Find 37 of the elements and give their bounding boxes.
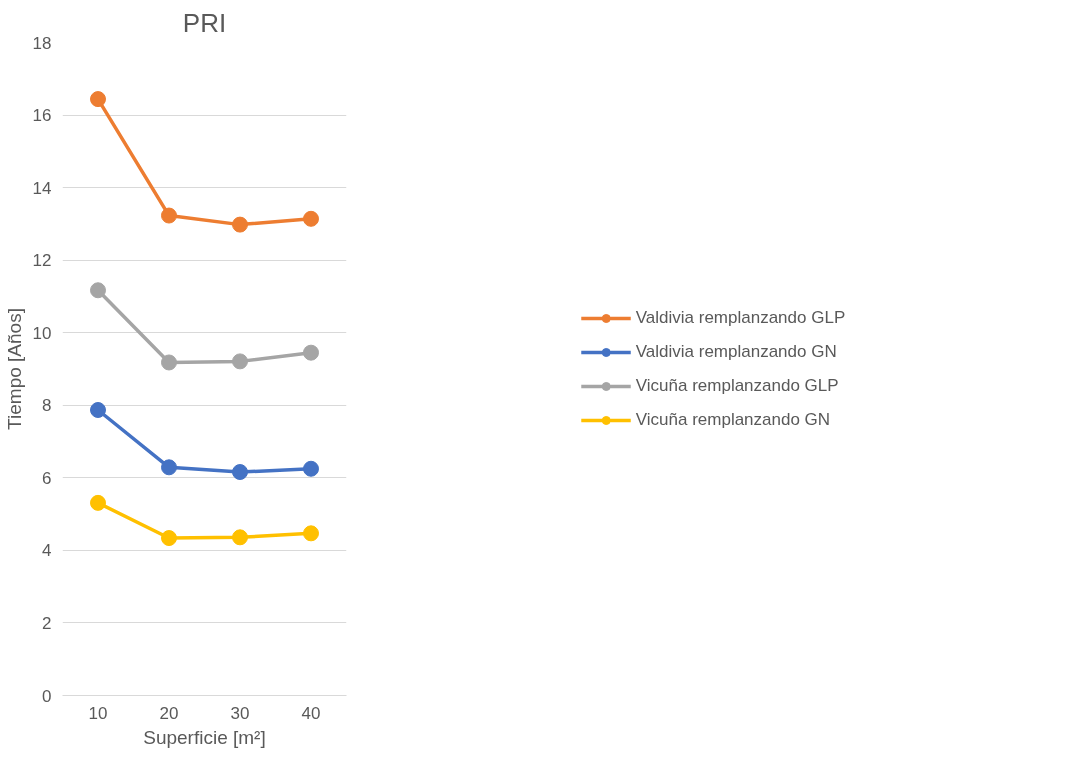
- point: [232, 216, 248, 233]
- y-tick-label: 6: [42, 468, 52, 488]
- y-tick-label: 14: [32, 178, 52, 198]
- y-tick-label: 0: [42, 686, 52, 706]
- point: [161, 354, 177, 371]
- y-tick-label: 8: [42, 396, 52, 416]
- x-tick-label: 10: [88, 703, 108, 723]
- point: [232, 464, 248, 481]
- y-tick-label: 16: [32, 106, 52, 126]
- y-tick-label: 10: [32, 323, 52, 343]
- point: [161, 207, 177, 224]
- point: [90, 282, 106, 299]
- point: [303, 460, 319, 477]
- x-axis-title: Superficie [m²]: [143, 726, 266, 748]
- legend-label: Valdivia remplanzando GLP: [635, 307, 846, 328]
- point: [303, 210, 319, 227]
- y-tick-label: 18: [32, 33, 52, 53]
- point: [90, 402, 106, 418]
- y-tick-label: 4: [42, 541, 52, 561]
- point: [90, 91, 106, 108]
- point: [161, 459, 177, 476]
- legend-label: Vicuña remplanzando GLP: [635, 375, 839, 396]
- x-tick-label: 40: [301, 703, 321, 723]
- point: [303, 344, 319, 361]
- x-tick-label: 30: [230, 703, 250, 723]
- point: [303, 525, 319, 542]
- x-tick-label: 20: [159, 703, 179, 723]
- y-tick-label: 2: [42, 613, 52, 633]
- point: [232, 529, 248, 546]
- point: [90, 494, 106, 511]
- point: [232, 353, 248, 370]
- y-tick-label: 12: [32, 251, 52, 271]
- y-axis-title: Tiempo [Años]: [3, 308, 25, 430]
- chart-title: PRI: [182, 7, 227, 38]
- legend-label: Valdivia remplanzando GN: [635, 341, 837, 362]
- point: [161, 530, 177, 547]
- legend-label: Vicuña remplanzando GN: [635, 409, 831, 430]
